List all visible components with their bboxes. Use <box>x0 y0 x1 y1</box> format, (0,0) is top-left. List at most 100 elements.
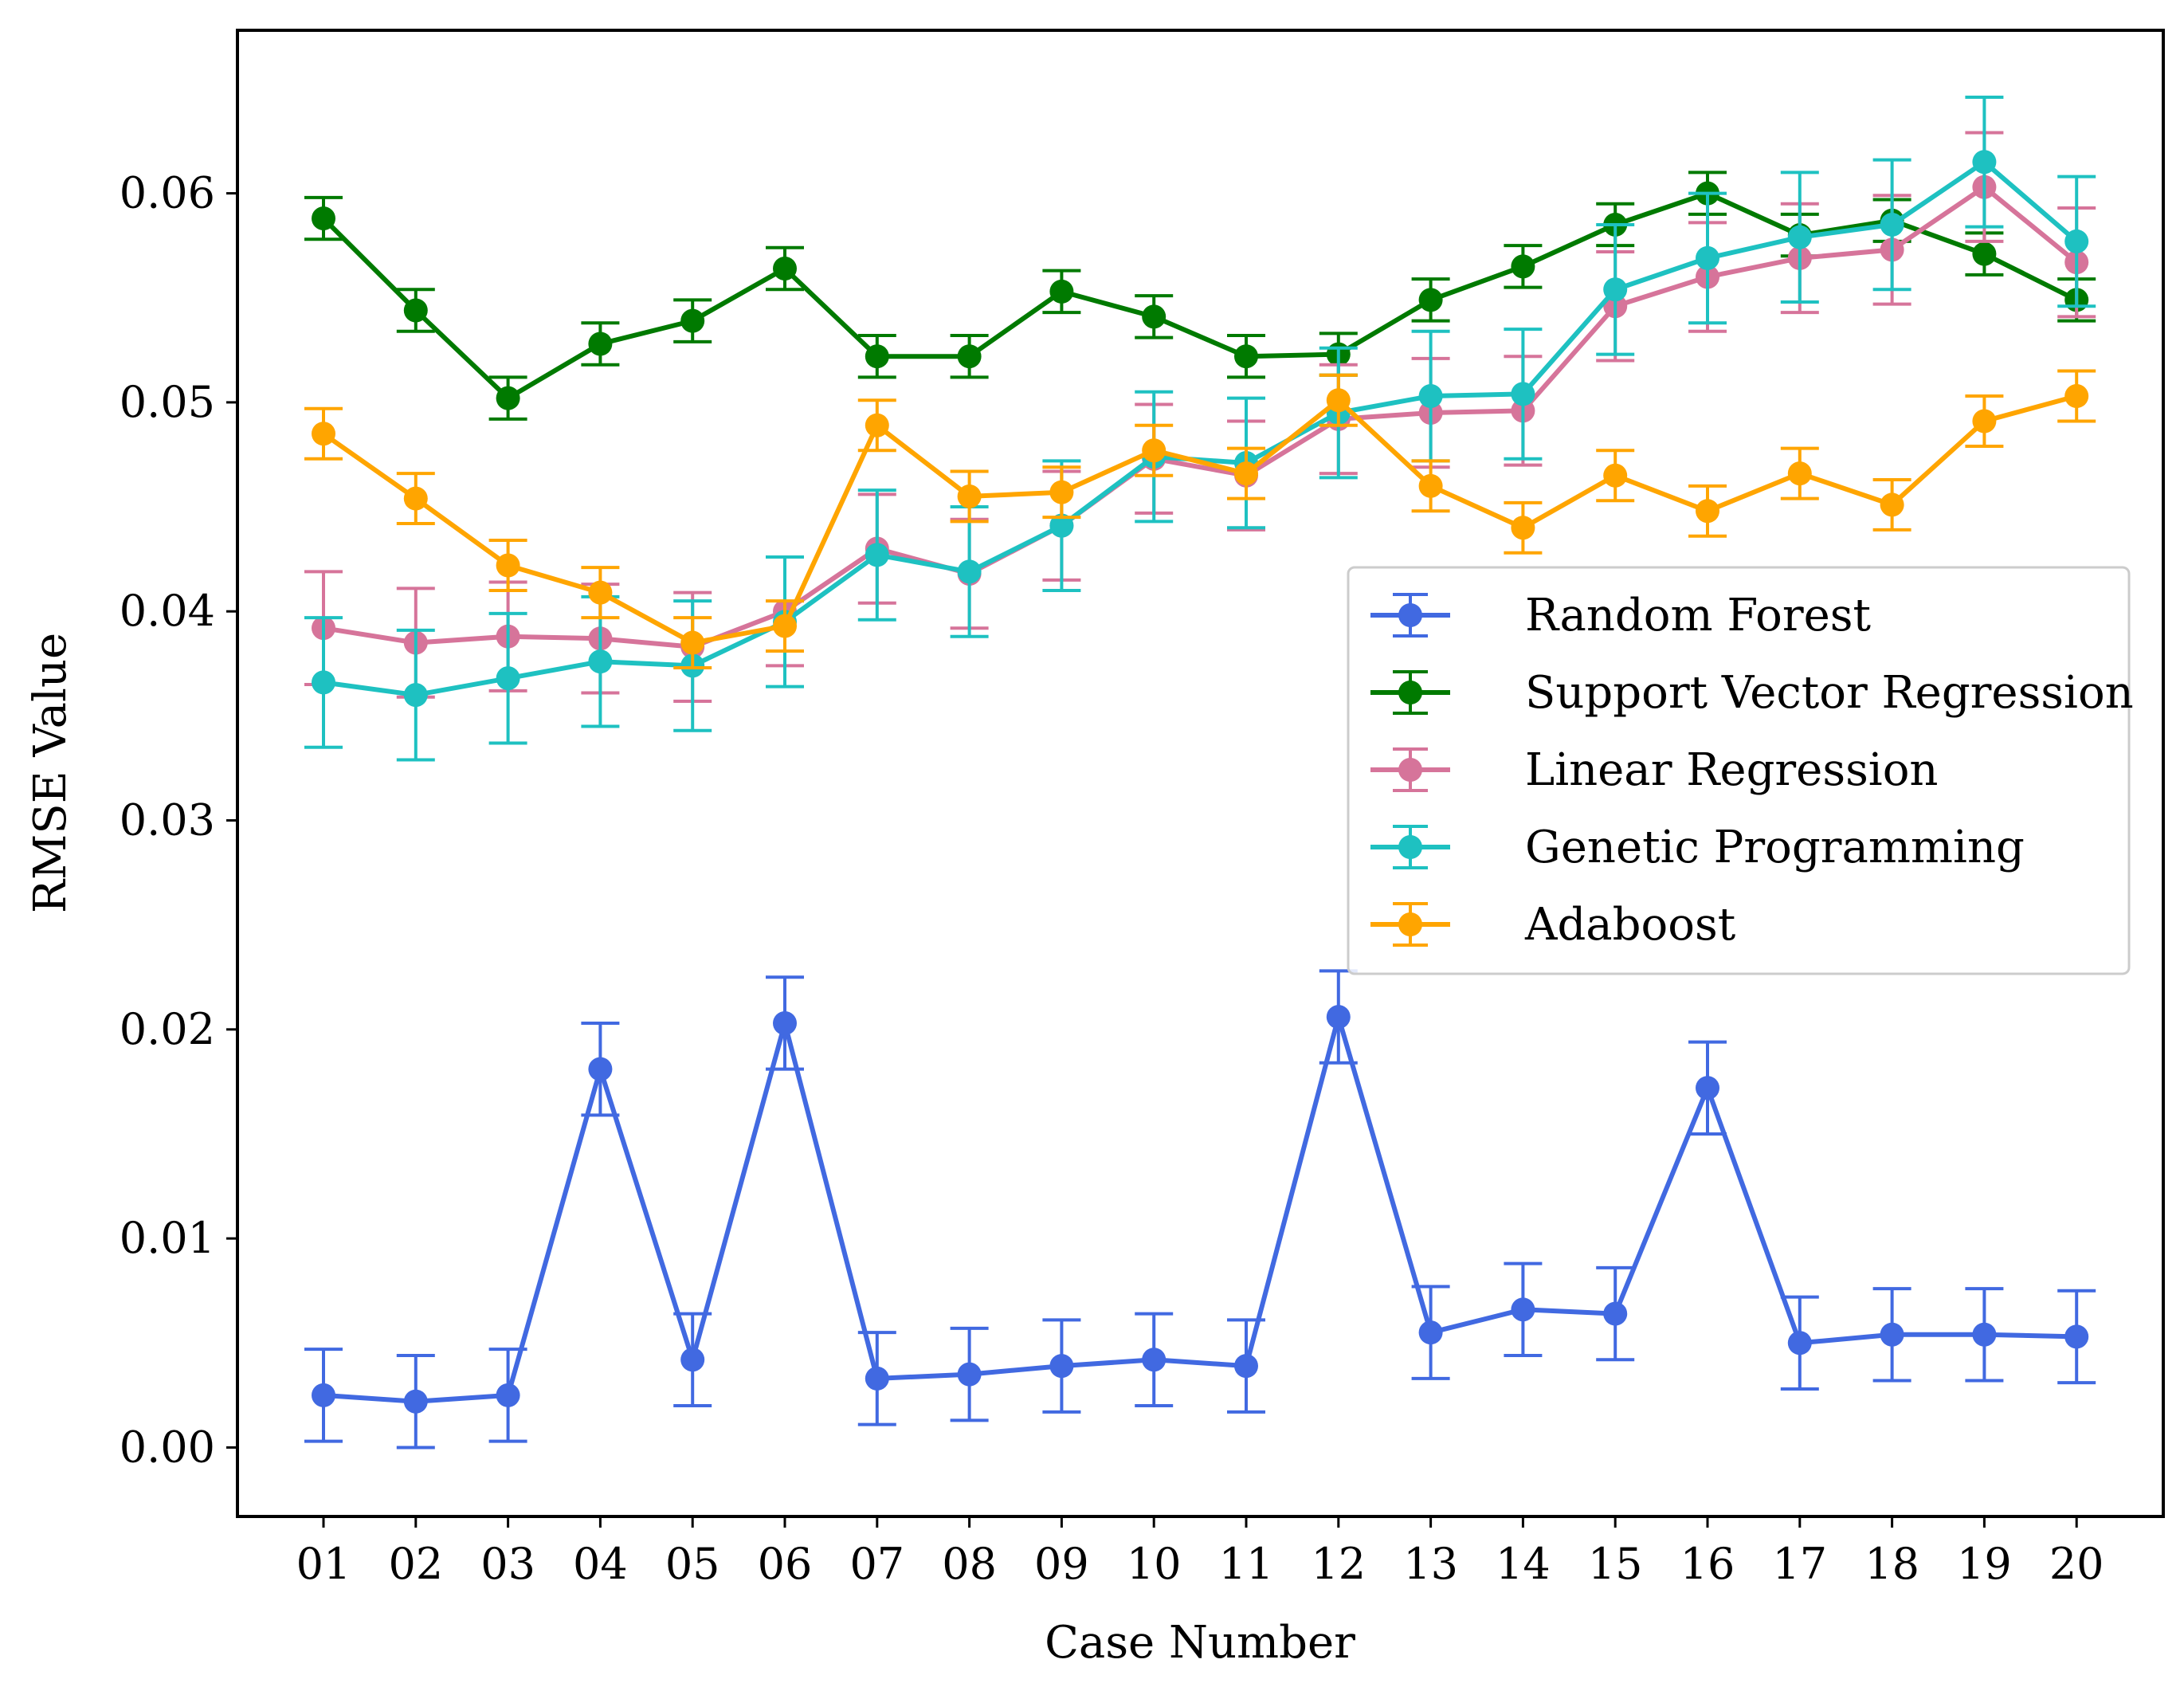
data-point <box>1603 1301 1628 1326</box>
x-tick-label: 17 <box>1772 1539 1827 1589</box>
data-point <box>588 649 613 674</box>
legend-swatch-marker <box>1398 681 1422 704</box>
x-tick-label: 02 <box>388 1539 443 1589</box>
legend-box <box>1347 566 2131 975</box>
data-point <box>588 580 613 605</box>
data-point <box>496 386 520 410</box>
legend-label: Genetic Programming <box>1525 822 2025 873</box>
data-point <box>2064 229 2089 253</box>
legend-swatch-marker <box>1398 912 1422 936</box>
x-tick-label: 13 <box>1403 1539 1458 1589</box>
data-point <box>1326 388 1351 413</box>
plot-series <box>304 95 2096 1450</box>
data-point <box>680 1348 705 1372</box>
data-point <box>1142 1348 1166 1372</box>
x-tick-label: 05 <box>665 1539 720 1589</box>
series-line <box>321 190 2078 401</box>
x-tick-label: 14 <box>1496 1539 1551 1589</box>
x-tick-label: 06 <box>758 1539 813 1589</box>
data-point <box>865 543 889 567</box>
data-point <box>957 559 982 584</box>
x-tick-label: 10 <box>1127 1539 1182 1589</box>
data-point <box>496 666 520 691</box>
x-tick-label: 20 <box>2049 1539 2104 1589</box>
y-tick-label: 0.04 <box>120 586 215 636</box>
legend-label: Support Vector Regression <box>1525 667 2134 719</box>
data-point <box>1511 382 1535 406</box>
data-point <box>1696 1076 1719 1100</box>
y-tick-label: 0.01 <box>120 1213 215 1263</box>
data-point <box>1880 492 1904 517</box>
data-point <box>1696 499 1719 524</box>
x-tick-label: 15 <box>1588 1539 1643 1589</box>
data-point <box>957 484 982 508</box>
data-point <box>496 553 520 578</box>
data-point <box>403 298 428 323</box>
data-point <box>312 1383 335 1407</box>
data-point <box>312 670 335 695</box>
legend-swatch-marker <box>1398 758 1422 782</box>
data-point <box>1511 516 1535 540</box>
data-point <box>1418 1320 1443 1345</box>
series-adaboost <box>304 369 2096 670</box>
legend-label: Linear Regression <box>1525 744 1939 796</box>
data-point <box>1234 461 1258 486</box>
x-tick-label: 09 <box>1034 1539 1089 1589</box>
y-tick-label: 0.00 <box>120 1422 215 1472</box>
data-point <box>865 1366 889 1391</box>
legend-swatch-marker <box>1398 835 1422 859</box>
series-random-forest <box>304 969 2096 1450</box>
data-point <box>680 308 705 333</box>
data-point <box>1603 463 1628 488</box>
y-tick-label: 0.02 <box>120 1004 215 1054</box>
data-point <box>1972 241 1997 266</box>
legend-label: Adaboost <box>1524 899 1736 951</box>
data-point <box>1787 461 1812 486</box>
data-point <box>1880 1322 1904 1347</box>
data-point <box>312 206 335 231</box>
x-tick-label: 11 <box>1219 1539 1274 1589</box>
data-point <box>1972 1322 1997 1347</box>
data-point <box>588 332 613 356</box>
data-point <box>1418 384 1443 409</box>
data-point <box>2064 384 2089 409</box>
data-point <box>1049 513 1074 538</box>
data-point <box>403 1389 428 1414</box>
data-point <box>1418 288 1443 312</box>
y-tick-label: 0.03 <box>120 795 215 845</box>
y-tick-label: 0.06 <box>120 168 215 218</box>
x-tick-label: 01 <box>296 1539 351 1589</box>
series-line <box>323 184 2079 649</box>
x-tick-label: 12 <box>1311 1539 1366 1589</box>
x-axis-label: Case Number <box>1045 1617 1355 1669</box>
data-point <box>1603 277 1628 302</box>
data-point <box>403 683 428 708</box>
data-point <box>1972 150 1997 175</box>
x-tick-label: 08 <box>942 1539 997 1589</box>
x-tick-label: 18 <box>1864 1539 1919 1589</box>
data-point <box>865 413 889 437</box>
data-point <box>1972 409 1997 434</box>
legend: Random Forest Support Vector Regression Li… <box>1347 566 2134 975</box>
data-point <box>403 486 428 511</box>
data-point <box>1511 1297 1535 1322</box>
series-line <box>322 394 2077 645</box>
x-tick-label: 03 <box>480 1539 535 1589</box>
data-point <box>588 1057 613 1081</box>
y-axis-label: RMSE Value <box>25 633 76 913</box>
data-point <box>680 630 705 655</box>
data-point <box>1787 225 1812 249</box>
x-tick-label: 16 <box>1680 1539 1735 1589</box>
data-point <box>1142 438 1166 463</box>
data-point <box>773 257 797 281</box>
data-point <box>1049 480 1074 504</box>
data-point <box>312 422 335 446</box>
data-point <box>773 614 797 638</box>
data-point <box>1326 1005 1351 1030</box>
data-point <box>957 1362 982 1387</box>
x-tick-label: 04 <box>573 1539 628 1589</box>
x-tick-label: 07 <box>849 1539 904 1589</box>
x-axis: 01 02 03 04 05 06 07 08 09 10 11 12 13 14 15 16 17 18 19 20 <box>296 1516 2104 1589</box>
data-point <box>496 1383 520 1407</box>
data-point <box>1880 212 1904 237</box>
